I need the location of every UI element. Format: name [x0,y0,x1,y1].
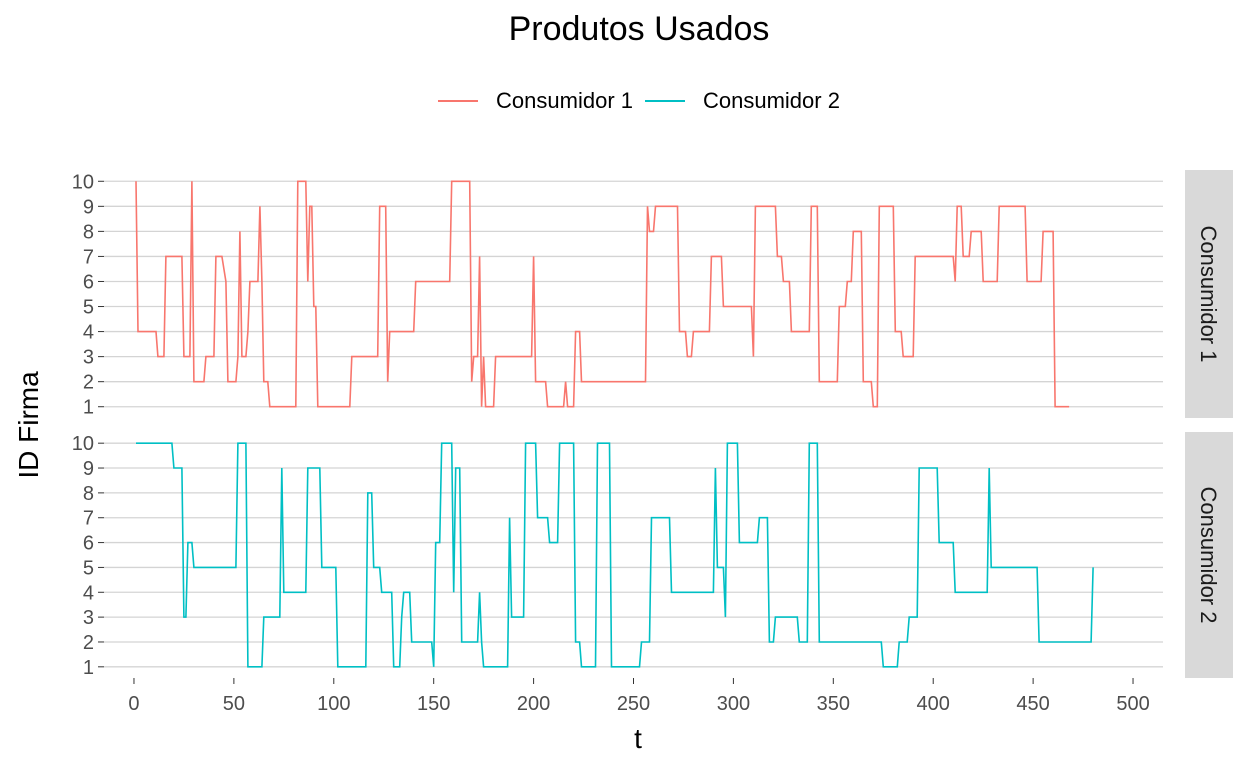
y-tick-label: 4 [83,322,94,344]
y-tick-label: 5 [83,557,94,579]
x-tick-label: 100 [317,693,350,715]
y-tick-label: 6 [83,533,94,555]
y-tick-label: 7 [83,508,94,530]
chart-title: Produtos Usados [508,10,770,48]
x-tick-label: 0 [128,693,139,715]
x-tick-label: 250 [617,693,650,715]
x-tick-label: 50 [223,693,245,715]
legend: Consumidor 1 Consumidor 2 [0,88,1248,114]
legend-label-1: Consumidor 1 [496,88,633,113]
facet-panel-1: 1 2 3 4 5 6 7 8 9 10 Consumidor 1 [72,170,1233,419]
y-tick-label: 1 [83,657,94,679]
x-tick-label: 200 [517,693,550,715]
y-axis-title: ID Firma [13,371,44,479]
legend-key-line-2 [645,100,685,102]
facet-strip-label: Consumidor 2 [1196,487,1221,624]
facet-strip-1 [1185,170,1233,418]
x-tick-label: 400 [917,693,950,715]
y-tick-label: 2 [83,632,94,654]
y-tick-label: 2 [83,372,94,394]
facet-strip-label: Consumidor 1 [1196,226,1221,363]
x-tick-label: 300 [717,693,750,715]
y-tick-label: 8 [83,221,94,243]
x-axis-title: t [634,723,642,754]
y-tick-label: 4 [83,582,94,604]
y-tick-label: 9 [83,196,94,218]
y-tick-label: 9 [83,458,94,480]
y-tick-label: 10 [72,433,94,455]
x-tick-label: 500 [1116,693,1149,715]
facet-panel-2: 1 2 3 4 56 7 8 9 10 Consumidor 2 [72,432,1233,679]
y-tick-label: 6 [83,271,94,293]
series-line-consumidor-2 [136,442,1094,668]
legend-item-consumidor-2: Consumidor 2 [645,88,840,114]
legend-item-consumidor-1: Consumidor 1 [438,88,633,114]
y-tick-label: 8 [83,483,94,505]
legend-key-line-1 [438,100,479,102]
y-tick-label: 10 [72,171,94,193]
y-tick-label: 5 [83,297,94,319]
y-tick-label: 1 [83,397,94,419]
legend-label-2: Consumidor 2 [703,88,840,113]
x-tick-label: 350 [817,693,850,715]
y-tick-label: 3 [83,347,94,369]
series-line-consumidor-1 [135,180,1070,408]
facet-strip-2 [1185,432,1233,678]
y-tick-label: 3 [83,607,94,629]
x-tick-label: 450 [1016,693,1049,715]
y-tick-label: 7 [83,246,94,268]
x-tick-label: 150 [417,693,450,715]
